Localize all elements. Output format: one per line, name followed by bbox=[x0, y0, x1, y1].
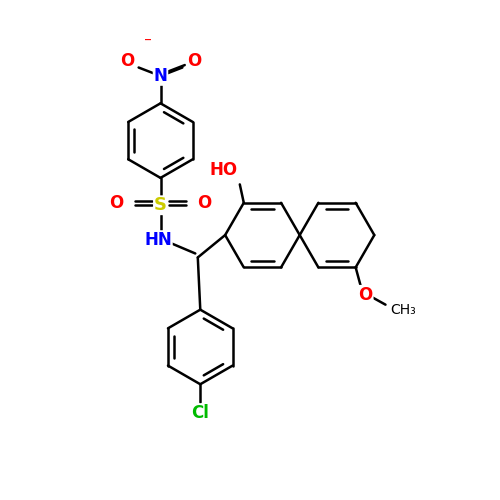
Text: N: N bbox=[154, 67, 168, 85]
Text: S: S bbox=[154, 196, 167, 214]
Text: O: O bbox=[197, 194, 212, 212]
Text: CH₃: CH₃ bbox=[390, 302, 416, 316]
Text: O: O bbox=[110, 194, 124, 212]
Text: HN: HN bbox=[144, 231, 172, 249]
Text: O: O bbox=[358, 286, 372, 304]
Text: O: O bbox=[186, 52, 201, 70]
Text: HO: HO bbox=[210, 162, 238, 180]
Text: Cl: Cl bbox=[192, 404, 209, 422]
Text: ⁻: ⁻ bbox=[144, 36, 152, 51]
Text: O: O bbox=[120, 52, 134, 70]
